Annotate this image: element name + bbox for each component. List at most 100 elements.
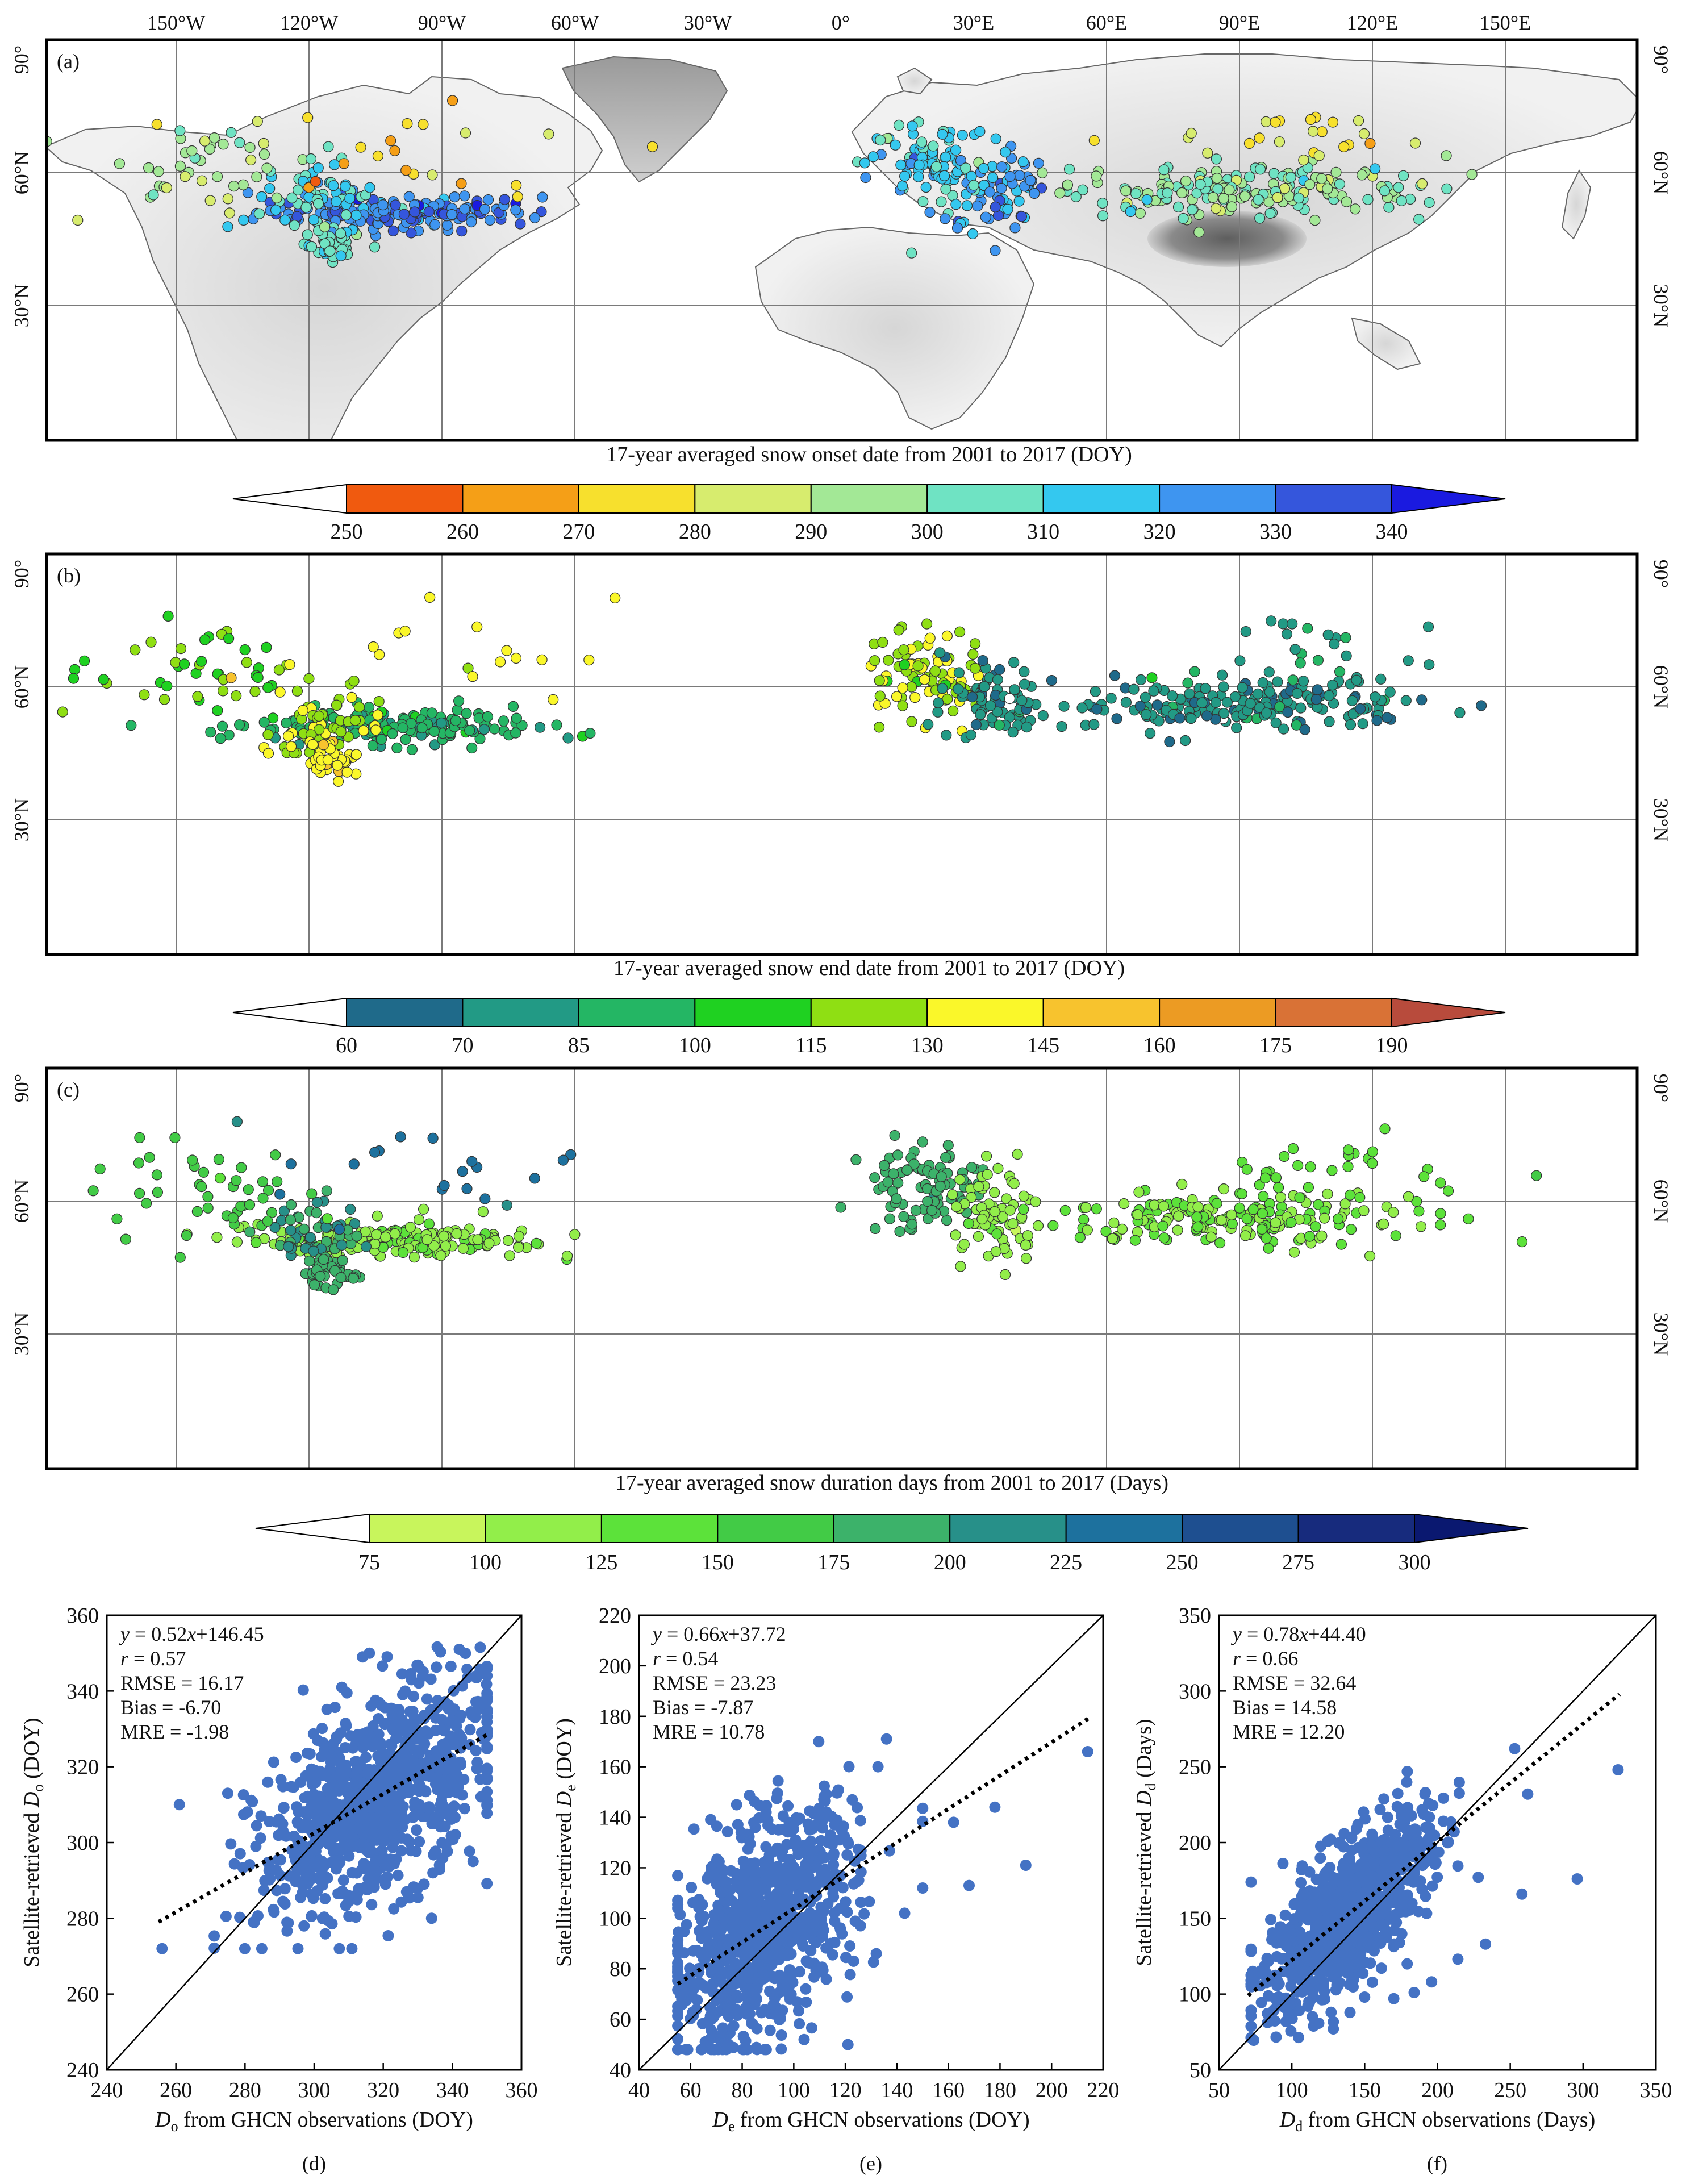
station-point — [1224, 184, 1235, 195]
scatter-point — [741, 2003, 753, 2014]
station-point — [1218, 681, 1229, 693]
station-point — [1180, 735, 1191, 747]
scatter-point — [370, 1854, 382, 1866]
y-axis-label: Satellite-retrieved De (DOY) — [552, 1718, 579, 1967]
lon-tick-label: 120°E — [1347, 11, 1398, 34]
station-point — [1299, 724, 1310, 735]
station-point — [933, 697, 944, 708]
station-point — [234, 137, 245, 148]
scatter-point — [815, 1835, 827, 1847]
stat-line: y = 0.52x+146.45 — [119, 1623, 264, 1645]
station-point — [187, 1154, 198, 1166]
scatter-point — [737, 1856, 749, 1867]
station-point — [251, 1237, 262, 1248]
scatter-point — [848, 1878, 859, 1890]
scatter-point — [306, 1889, 318, 1900]
station-point — [87, 1185, 99, 1197]
station-point — [972, 200, 983, 212]
scatter-point — [409, 1762, 421, 1774]
scatter-point — [1255, 1997, 1267, 2008]
stat-line: y = 0.66x+37.72 — [651, 1623, 786, 1645]
scatter-point — [673, 1926, 685, 1938]
colorbar-max-arrow — [1414, 1513, 1529, 1544]
station-point — [215, 733, 226, 744]
one-to-one-line — [107, 1615, 521, 2070]
station-point — [421, 1234, 433, 1245]
station-point — [228, 181, 240, 192]
scatter-point — [314, 1765, 326, 1777]
station-point — [1205, 1231, 1217, 1243]
scatter-point — [764, 1934, 776, 1945]
scatter-point — [239, 1943, 251, 1954]
scatter-point — [764, 1959, 776, 1971]
station-point — [1212, 184, 1224, 195]
lon-tick-label: 60°W — [551, 11, 599, 34]
station-point — [1234, 1202, 1245, 1214]
station-point — [1172, 1224, 1183, 1236]
station-point — [1272, 191, 1283, 203]
station-point — [126, 720, 137, 731]
x-tick-label: 200 — [1036, 2078, 1068, 2102]
station-point — [973, 1231, 984, 1242]
scatter-point — [816, 1961, 828, 1973]
station-point — [1293, 193, 1304, 204]
scatter-point — [1269, 2015, 1281, 2027]
station-point — [1140, 691, 1151, 703]
station-point — [1371, 715, 1383, 726]
station-point — [1211, 697, 1222, 708]
station-point — [1289, 644, 1301, 655]
station-point — [1062, 179, 1074, 190]
scatter-point — [1271, 1950, 1283, 1962]
scatter-point — [813, 1809, 825, 1821]
station-point — [1297, 676, 1309, 687]
scatter-point — [1330, 1925, 1342, 1937]
station-point — [226, 127, 237, 138]
y-tick-label: 280 — [66, 1907, 99, 1931]
stat-line: r = 0.54 — [653, 1647, 718, 1670]
station-point — [252, 672, 264, 683]
station-point — [1105, 693, 1117, 704]
station-point — [1134, 207, 1146, 219]
station-point — [1384, 686, 1396, 698]
scatter-point — [691, 2003, 702, 2015]
station-point — [436, 717, 447, 729]
station-point — [1358, 1205, 1370, 1216]
scatter-point — [381, 1871, 393, 1883]
station-point — [1088, 719, 1100, 730]
scatter-point — [405, 1668, 416, 1679]
station-point — [130, 644, 141, 656]
station-point — [1310, 1221, 1321, 1232]
station-point — [1125, 206, 1136, 218]
scatter-point — [699, 1954, 711, 1966]
station-point — [257, 1176, 269, 1187]
map-frame — [45, 1066, 1639, 1470]
station-point — [285, 1199, 297, 1211]
station-point — [261, 162, 273, 174]
station-point — [551, 719, 562, 731]
station-point — [300, 202, 312, 213]
station-point — [1211, 1198, 1222, 1209]
station-point — [967, 228, 979, 240]
station-point — [244, 141, 256, 153]
scatter-point — [353, 1883, 365, 1895]
station-point — [170, 657, 181, 668]
scatter-point — [334, 1754, 346, 1766]
scatter-point — [412, 1891, 424, 1903]
scatter-point — [809, 1882, 821, 1894]
station-point — [877, 636, 888, 648]
station-point — [899, 170, 911, 182]
scatter-points — [156, 1641, 493, 1954]
lon-tick-label: 90°W — [418, 11, 466, 34]
station-point — [961, 200, 973, 211]
scatter-point — [775, 2043, 787, 2055]
scatter-point — [255, 1810, 267, 1822]
station-point — [892, 1149, 904, 1161]
station-point — [1341, 196, 1353, 207]
station-point — [331, 196, 342, 207]
x-tick-label: 280 — [229, 2078, 261, 2102]
station-point — [1305, 114, 1316, 125]
station-point — [479, 203, 490, 215]
scatter-point — [704, 2033, 716, 2045]
scatter-point — [1342, 1852, 1354, 1864]
station-point — [158, 694, 170, 705]
